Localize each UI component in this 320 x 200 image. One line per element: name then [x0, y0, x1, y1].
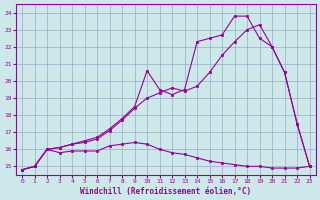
X-axis label: Windchill (Refroidissement éolien,°C): Windchill (Refroidissement éolien,°C)	[80, 187, 252, 196]
